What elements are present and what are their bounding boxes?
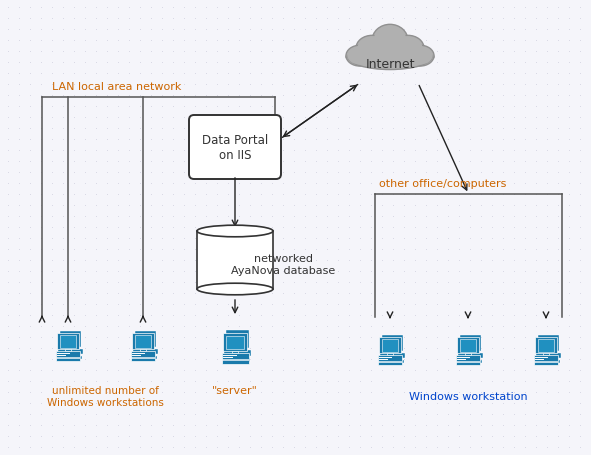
- Polygon shape: [380, 353, 405, 359]
- Polygon shape: [378, 355, 402, 361]
- Polygon shape: [456, 355, 480, 361]
- Polygon shape: [142, 347, 148, 349]
- Polygon shape: [67, 347, 73, 349]
- Ellipse shape: [346, 49, 434, 66]
- Text: Data Portal
on IIS: Data Portal on IIS: [202, 134, 268, 162]
- Polygon shape: [460, 335, 481, 351]
- Polygon shape: [545, 351, 551, 353]
- Text: unlimited number of
Windows workstations: unlimited number of Windows workstations: [47, 385, 164, 407]
- Polygon shape: [467, 351, 473, 353]
- Text: networked
AyaNova database: networked AyaNova database: [231, 253, 335, 275]
- Text: Windows workstation: Windows workstation: [409, 391, 527, 401]
- Text: LAN local area network: LAN local area network: [52, 82, 181, 92]
- Polygon shape: [534, 355, 558, 361]
- Polygon shape: [538, 335, 559, 351]
- Polygon shape: [534, 362, 558, 365]
- Text: "server": "server": [212, 385, 258, 395]
- Polygon shape: [543, 354, 549, 356]
- Polygon shape: [57, 333, 79, 349]
- Text: other office/computers: other office/computers: [379, 179, 506, 188]
- Polygon shape: [131, 358, 155, 361]
- Polygon shape: [140, 349, 146, 352]
- Polygon shape: [223, 333, 246, 351]
- Polygon shape: [536, 353, 561, 359]
- Ellipse shape: [372, 25, 408, 58]
- Polygon shape: [456, 362, 480, 365]
- Polygon shape: [538, 340, 554, 352]
- Polygon shape: [223, 359, 250, 362]
- Ellipse shape: [374, 27, 407, 56]
- Polygon shape: [235, 349, 241, 350]
- Polygon shape: [197, 232, 273, 289]
- Polygon shape: [224, 350, 251, 357]
- Polygon shape: [56, 358, 80, 361]
- Polygon shape: [232, 351, 238, 353]
- Polygon shape: [387, 354, 393, 356]
- Polygon shape: [465, 354, 471, 356]
- Polygon shape: [222, 353, 248, 359]
- Ellipse shape: [408, 48, 433, 66]
- Polygon shape: [57, 356, 82, 359]
- Ellipse shape: [348, 48, 372, 66]
- Ellipse shape: [197, 226, 273, 237]
- Polygon shape: [382, 340, 398, 352]
- Polygon shape: [457, 337, 479, 354]
- Polygon shape: [132, 356, 157, 359]
- Polygon shape: [132, 333, 154, 349]
- Polygon shape: [460, 340, 476, 352]
- Polygon shape: [382, 335, 403, 351]
- Ellipse shape: [348, 45, 432, 71]
- Polygon shape: [60, 331, 81, 347]
- Polygon shape: [222, 360, 248, 364]
- Polygon shape: [135, 336, 151, 348]
- Ellipse shape: [406, 46, 434, 67]
- Polygon shape: [535, 360, 560, 364]
- Polygon shape: [535, 337, 557, 354]
- Polygon shape: [135, 331, 156, 347]
- Polygon shape: [56, 351, 80, 357]
- Polygon shape: [458, 353, 483, 359]
- Ellipse shape: [392, 36, 424, 62]
- Ellipse shape: [394, 38, 423, 60]
- Polygon shape: [58, 349, 83, 354]
- Ellipse shape: [358, 38, 387, 60]
- Polygon shape: [379, 360, 404, 364]
- Ellipse shape: [349, 51, 431, 65]
- Polygon shape: [457, 360, 482, 364]
- FancyBboxPatch shape: [189, 116, 281, 180]
- Polygon shape: [133, 349, 158, 354]
- Polygon shape: [389, 351, 395, 353]
- Polygon shape: [60, 336, 76, 348]
- Ellipse shape: [346, 46, 374, 67]
- Polygon shape: [131, 351, 155, 357]
- Ellipse shape: [356, 36, 388, 62]
- Ellipse shape: [197, 283, 273, 295]
- Polygon shape: [378, 362, 402, 365]
- Polygon shape: [226, 336, 244, 349]
- Polygon shape: [379, 337, 401, 354]
- Polygon shape: [226, 331, 249, 349]
- Polygon shape: [65, 349, 71, 352]
- Text: Internet: Internet: [365, 57, 415, 71]
- Ellipse shape: [349, 46, 430, 69]
